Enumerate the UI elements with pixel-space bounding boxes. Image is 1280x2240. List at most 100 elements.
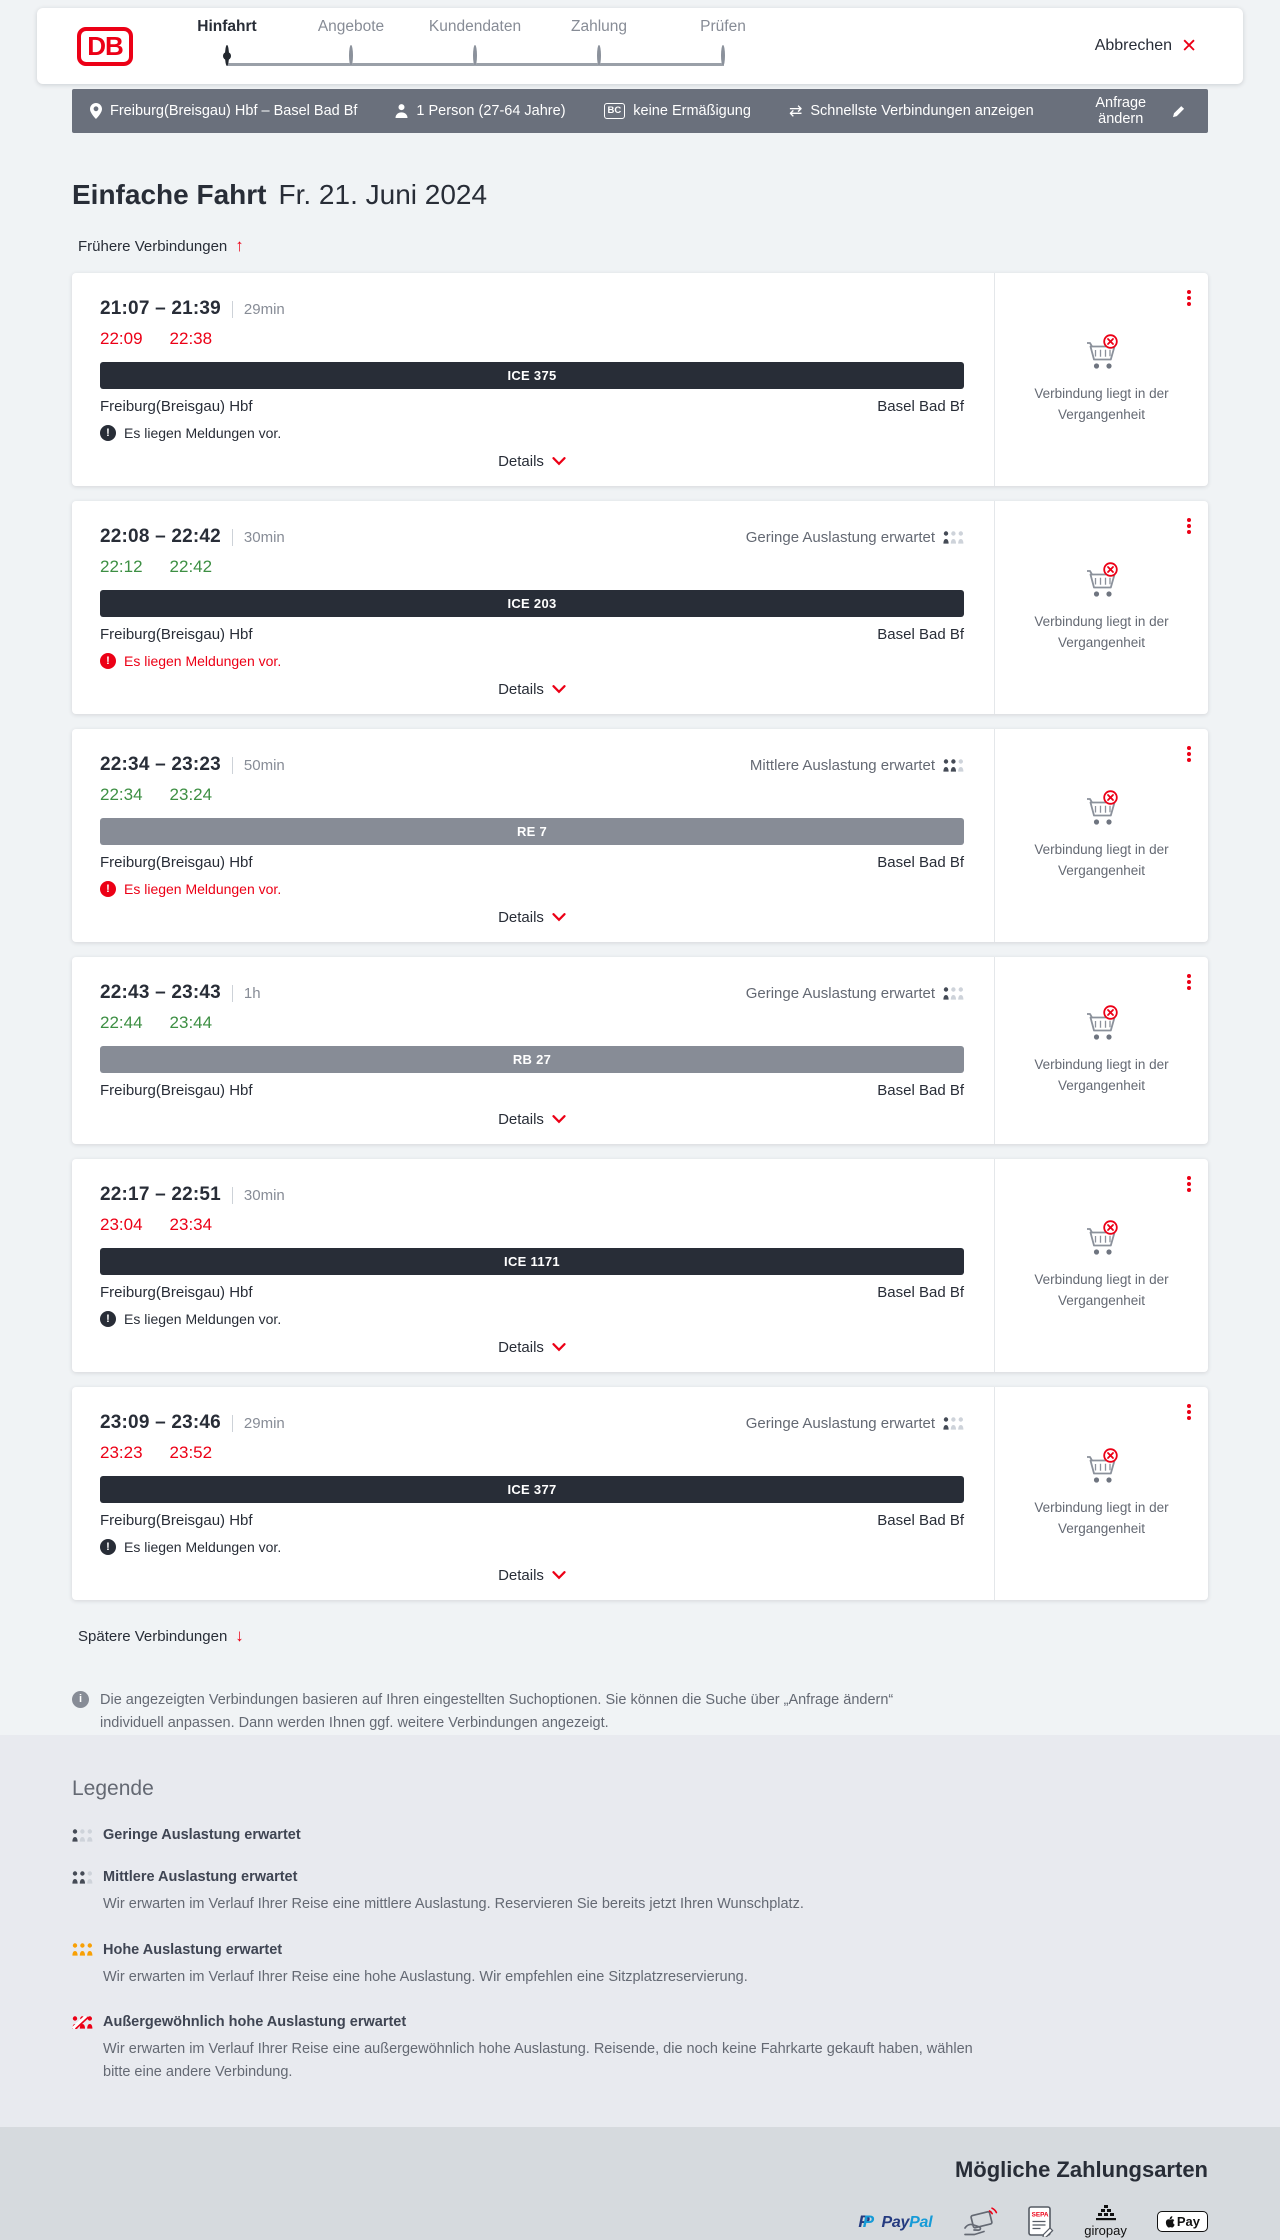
chevron-down-icon [552, 685, 566, 694]
past-connection-note: Verbindung liegt in der Vergangenheit [1034, 842, 1169, 878]
actual-times: 22:12 22:42 [100, 557, 213, 576]
alert-icon [100, 1539, 116, 1555]
edit-request-button[interactable]: Anfrage ändern [1072, 94, 1190, 128]
kebab-menu-icon[interactable] [1183, 740, 1195, 768]
connection-card: 23:09 – 23:46 29min Geringe Auslastung e… [72, 1387, 1208, 1600]
occupancy-low-icon [72, 1829, 93, 1842]
train-badge: ICE 203 [100, 590, 964, 617]
origin-station: Freiburg(Breisgau) Hbf [100, 1512, 253, 1529]
occupancy-icon [943, 986, 964, 1000]
giropay-icon [1095, 2205, 1116, 2221]
origin-station: Freiburg(Breisgau) Hbf [100, 398, 253, 415]
details-toggle[interactable]: Details [492, 1338, 572, 1357]
planned-times: 22:34 – 23:23 [100, 754, 221, 775]
earlier-connections-link[interactable]: Frühere Verbindungen [72, 235, 250, 257]
header: DB Hinfahrt Angebote Kundendaten Zahlung… [37, 8, 1243, 84]
legend-item: Geringe Auslastung erwartet [72, 1827, 1208, 1843]
train-badge: RB 27 [100, 1046, 964, 1073]
kebab-menu-icon[interactable] [1183, 1398, 1195, 1426]
actual-times: 22:09 22:38 [100, 329, 213, 348]
progress-steps: Hinfahrt Angebote Kundendaten Zahlung Pr… [197, 18, 764, 84]
booking-panel: Verbindung liegt in der Vergangenheit [994, 957, 1208, 1144]
step-angebote: Angebote [291, 18, 411, 66]
kebab-menu-icon[interactable] [1183, 284, 1195, 312]
alert-icon [100, 653, 116, 669]
step-circle [721, 45, 725, 66]
location-pin-icon [90, 103, 102, 119]
occupancy-high-icon [72, 1943, 93, 1956]
occupancy-icon [943, 1416, 964, 1430]
message-row: Es liegen Meldungen vor. [100, 653, 964, 669]
legend-section: Legende Geringe Auslastung erwartet Mitt… [0, 1735, 1280, 2128]
legend-title: Legende [72, 1777, 154, 1801]
origin-station: Freiburg(Breisgau) Hbf [100, 854, 253, 871]
occupancy-icon [943, 530, 964, 544]
actual-times: 22:44 23:44 [100, 1013, 213, 1032]
page-title: Einfache Fahrt Fr. 21. Juni 2024 [72, 179, 488, 210]
origin-station: Freiburg(Breisgau) Hbf [100, 626, 253, 643]
cancel-button[interactable]: Abbrechen [1089, 34, 1203, 59]
route-summary: Freiburg(Breisgau) Hbf – Basel Bad Bf [90, 103, 357, 119]
connection-card: 22:17 – 22:51 30min 23:04 23:34 ICE 1171 … [72, 1159, 1208, 1372]
train-badge: ICE 377 [100, 1476, 964, 1503]
destination-station: Basel Bad Bf [877, 854, 964, 871]
booking-panel: Verbindung liegt in der Vergangenheit [994, 1159, 1208, 1372]
paypal-logo: PP PayPal [858, 2211, 933, 2231]
alert-icon [100, 1311, 116, 1327]
destination-station: Basel Bad Bf [877, 1082, 964, 1099]
connection-card: 21:07 – 21:39 29min 22:09 22:38 ICE 375 F… [72, 273, 1208, 486]
connections-list: 21:07 – 21:39 29min 22:09 22:38 ICE 375 F… [72, 273, 1208, 1600]
booking-panel: Verbindung liegt in der Vergangenheit [994, 729, 1208, 942]
details-toggle[interactable]: Details [492, 680, 572, 699]
sepa-icon: SEPA [1028, 2206, 1054, 2238]
details-toggle[interactable]: Details [492, 1110, 572, 1129]
payment-section: Mögliche Zahlungsarten PP PayPal SEP [0, 2127, 1280, 2240]
planned-times: 22:08 – 22:42 [100, 526, 221, 547]
step-pruefen: Prüfen [663, 18, 783, 66]
step-hinfahrt: Hinfahrt [167, 18, 287, 66]
destination-station: Basel Bad Bf [877, 626, 964, 643]
cart-unavailable-icon [1086, 334, 1118, 369]
booking-panel: Verbindung liegt in der Vergangenheit [994, 273, 1208, 486]
occupancy-label: Geringe Auslastung erwartet [745, 984, 935, 1002]
destination-station: Basel Bad Bf [877, 1512, 964, 1529]
later-connections-link[interactable]: Spätere Verbindungen [72, 1625, 250, 1647]
connection-card: 22:34 – 23:23 50min Mittlere Auslastung … [72, 729, 1208, 942]
person-icon [395, 104, 408, 118]
kebab-menu-icon[interactable] [1183, 1170, 1195, 1198]
details-toggle[interactable]: Details [492, 452, 572, 471]
duration: 1h [243, 984, 261, 1002]
duration: 30min [243, 528, 285, 546]
past-connection-note: Verbindung liegt in der Vergangenheit [1034, 1057, 1169, 1093]
message-row: Es liegen Meldungen vor. [100, 425, 964, 441]
booking-panel: Verbindung liegt in der Vergangenheit [994, 1387, 1208, 1600]
chevron-down-icon [552, 1343, 566, 1352]
details-toggle[interactable]: Details [492, 1566, 572, 1585]
chevron-down-icon [552, 913, 566, 922]
duration: 29min [243, 1414, 285, 1432]
step-circle [349, 45, 353, 66]
message-row: Es liegen Meldungen vor. [100, 1311, 964, 1327]
planned-times: 22:17 – 22:51 [100, 1184, 221, 1205]
kebab-menu-icon[interactable] [1183, 968, 1195, 996]
origin-station: Freiburg(Breisgau) Hbf [100, 1082, 253, 1099]
travellers-summary: 1 Person (27-64 Jahre) [395, 103, 566, 119]
message-row: Es liegen Meldungen vor. [100, 1539, 964, 1555]
planned-times: 21:07 – 21:39 [100, 298, 221, 319]
destination-station: Basel Bad Bf [877, 1284, 964, 1301]
duration: 29min [243, 300, 285, 318]
chevron-down-icon [552, 1115, 566, 1124]
kebab-menu-icon[interactable] [1183, 512, 1195, 540]
giropay-logo: giropay [1084, 2205, 1127, 2238]
occupancy-label: Mittlere Auslastung erwartet [749, 756, 935, 774]
past-connection-note: Verbindung liegt in der Vergangenheit [1034, 386, 1169, 422]
occupancy-medium-icon [72, 1871, 93, 1884]
legend-item: Außergewöhnlich hohe Auslastung erwartet… [72, 2014, 1208, 2083]
alert-icon [100, 881, 116, 897]
past-connection-note: Verbindung liegt in der Vergangenheit [1034, 614, 1169, 650]
train-badge: ICE 1171 [100, 1248, 964, 1275]
info-icon [72, 1691, 89, 1708]
planned-times: 23:09 – 23:46 [100, 1412, 221, 1433]
details-toggle[interactable]: Details [492, 908, 572, 927]
